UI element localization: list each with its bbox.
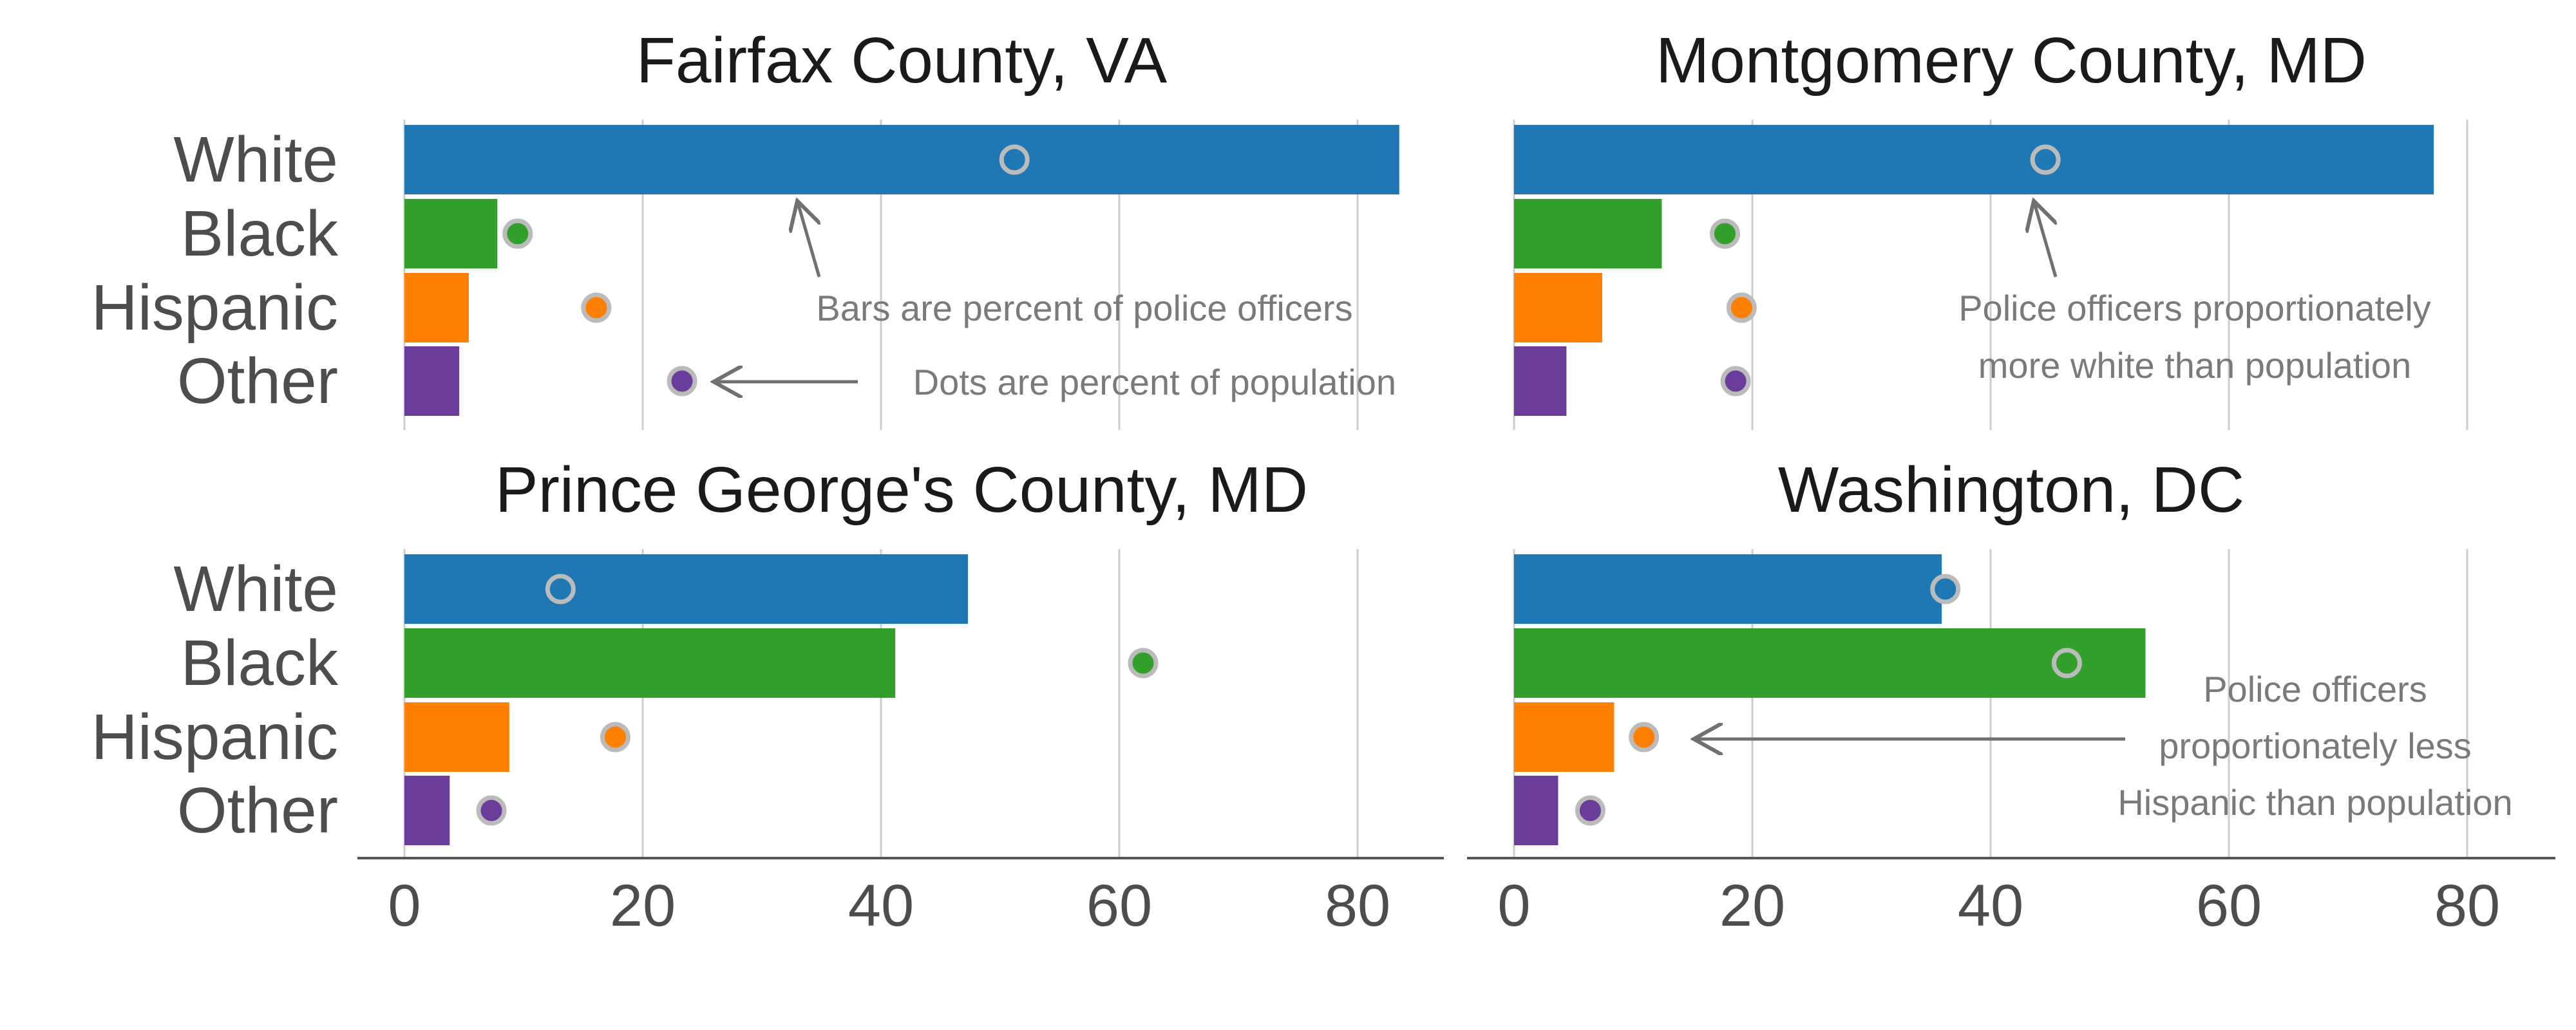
bar-washington-dc-black (1514, 628, 2146, 698)
dot-prince-george-s-county-md-white (545, 574, 576, 604)
dot-fairfax-county-va-white (999, 144, 1030, 175)
bar-montgomery-county-md-black (1514, 199, 1662, 268)
x-tick-label-washington-dc-40: 40 (1958, 873, 2023, 939)
x-tick-label-prince-george-s-county-md-60: 60 (1086, 873, 1152, 939)
x-tick-label-prince-george-s-county-md-40: 40 (848, 873, 914, 939)
bar-washington-dc-other (1514, 776, 1558, 845)
x-tick-label-washington-dc-80: 80 (2434, 873, 2500, 939)
annotation-fairfax-county-va-1: Dots are percent of population (913, 362, 1396, 402)
annotation-fairfax-county-va-0: Bars are percent of police officers (816, 288, 1352, 328)
annotation-washington-dc-1: proportionately less (2159, 726, 2472, 766)
bar-fairfax-county-va-black (404, 199, 498, 268)
bar-prince-george-s-county-md-other (404, 776, 450, 845)
category-label-hispanic-fairfax-county-va: Hispanic (91, 272, 339, 344)
dot-prince-george-s-county-md-hispanic (600, 722, 630, 753)
x-tick-label-prince-george-s-county-md-80: 80 (1325, 873, 1390, 939)
category-label-other-fairfax-county-va: Other (177, 345, 338, 417)
bar-fairfax-county-va-other (404, 346, 460, 416)
x-tick-label-prince-george-s-county-md-0: 0 (388, 873, 421, 939)
dot-washington-dc-other (1575, 795, 1605, 826)
x-tick-label-washington-dc-60: 60 (2196, 873, 2262, 939)
bar-prince-george-s-county-md-white (404, 554, 969, 624)
dot-fairfax-county-va-other (667, 366, 697, 397)
dot-montgomery-county-md-hispanic (1726, 292, 1757, 323)
annotation-montgomery-county-md-1: more white than population (1978, 345, 2411, 386)
panel-title-washington-dc: Washington, DC (1778, 454, 2244, 526)
panel-title-montgomery-county-md: Montgomery County, MD (1656, 24, 2367, 97)
x-tick-label-prince-george-s-county-md-20: 20 (610, 873, 676, 939)
dot-prince-george-s-county-md-black (1128, 648, 1159, 679)
bar-fairfax-county-va-hispanic (404, 273, 469, 342)
bar-montgomery-county-md-hispanic (1514, 273, 1602, 342)
dot-washington-dc-hispanic (1629, 722, 1660, 753)
dot-fairfax-county-va-hispanic (581, 292, 612, 323)
bar-prince-george-s-county-md-hispanic (404, 702, 509, 772)
dot-prince-george-s-county-md-other (476, 795, 507, 826)
panel-title-fairfax-county-va: Fairfax County, VA (636, 24, 1168, 97)
category-label-black-prince-george-s-county-md: Black (180, 627, 339, 699)
annotation-washington-dc-2: Hispanic than population (2117, 782, 2512, 823)
category-label-white-prince-george-s-county-md: White (173, 553, 338, 625)
arrow-montgomery (2034, 201, 2056, 277)
dot-fairfax-county-va-black (502, 218, 533, 249)
panel-title-prince-george-s-county-md: Prince George's County, MD (495, 454, 1308, 526)
annotation-washington-dc-0: Police officers (2203, 669, 2427, 709)
category-label-black-fairfax-county-va: Black (180, 198, 339, 270)
annotation-montgomery-county-md-0: Police officers proportionately (1958, 288, 2431, 328)
bar-montgomery-county-md-other (1514, 346, 1567, 416)
category-label-white-fairfax-county-va: White (173, 124, 338, 196)
arrow-fairfax-bars (797, 201, 819, 277)
dot-montgomery-county-md-black (1709, 218, 1740, 249)
dot-washington-dc-white (1930, 574, 1961, 604)
category-label-hispanic-prince-george-s-county-md: Hispanic (91, 701, 339, 773)
x-tick-label-washington-dc-20: 20 (1719, 873, 1785, 939)
dot-montgomery-county-md-other (1720, 366, 1751, 397)
bar-washington-dc-white (1514, 554, 1942, 624)
dot-washington-dc-black (2051, 648, 2082, 679)
bar-washington-dc-hispanic (1514, 702, 1615, 772)
dot-montgomery-county-md-white (2030, 144, 2061, 175)
x-tick-label-washington-dc-0: 0 (1497, 873, 1530, 939)
bar-montgomery-county-md-white (1514, 125, 2434, 194)
category-label-other-prince-george-s-county-md: Other (177, 774, 338, 847)
bar-prince-george-s-county-md-black (404, 628, 896, 698)
bar-fairfax-county-va-white (404, 125, 1399, 194)
